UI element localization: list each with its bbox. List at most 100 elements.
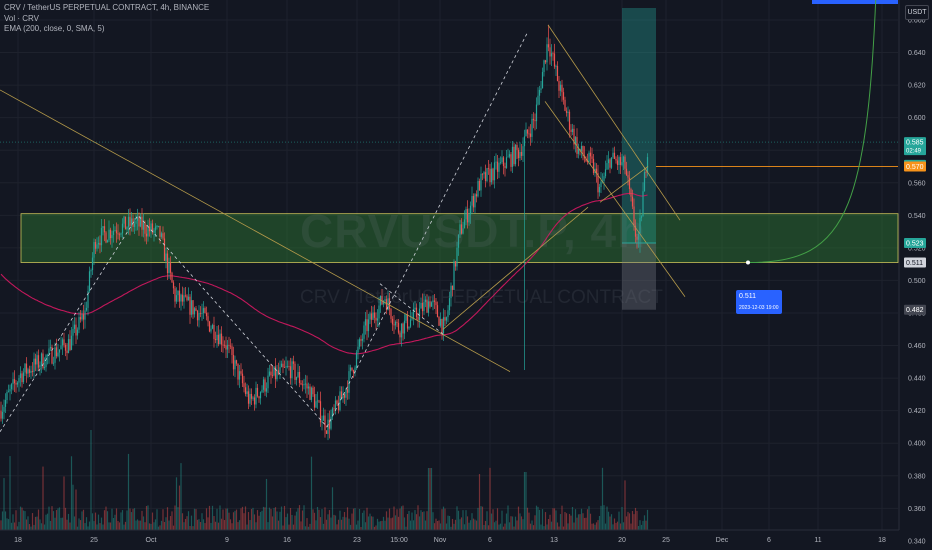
volume-bar [133,508,136,530]
candle-body [427,301,430,313]
volume-bar [445,523,448,530]
volume-bar [396,509,398,530]
candle-body [420,302,422,309]
volume-bar [463,524,466,530]
x-tick-label: Dec [716,537,729,544]
volume-bar [216,508,218,530]
volume-bar [243,513,245,530]
volume-bar [496,508,499,530]
volume-bar [424,520,427,530]
volume-bar [192,526,194,530]
candle-body [457,234,460,248]
volume-bar [378,521,380,530]
candle-body [486,168,488,181]
volume-bar [298,505,301,530]
candle-body [549,47,551,57]
volume-bar [595,522,598,530]
ema-indicator-label[interactable]: EMA (200, close, 0, SMA, 5) [4,24,105,33]
trendline [544,101,686,297]
volume-bar [280,506,283,530]
candle-body [27,369,29,374]
candle-body [250,393,253,399]
volume-bar [604,523,607,530]
volume-bar [135,520,137,530]
volume-bar [252,507,254,530]
volume-bar [517,506,520,530]
volume-bar [255,522,257,530]
volume-bar [472,518,475,530]
candle-body [475,194,478,197]
candle-body [139,216,142,227]
candle-body [169,263,172,273]
candle-body [373,312,376,318]
trendline [442,206,589,330]
candle-body [15,383,17,385]
volume-bar [609,516,611,530]
volume-bar [79,520,82,530]
volume-bar [646,509,649,530]
volume-bar [204,523,206,530]
candle-body [310,387,313,400]
candle-body [525,129,527,137]
x-tick-label: 6 [488,537,492,544]
candle-body [595,168,598,174]
projection-price-date: 2023-12-03 19:00 [739,305,779,311]
candle-body [478,180,481,191]
volume-bar [151,512,154,530]
volume-indicator-label[interactable]: Vol · CRV [4,13,39,23]
volume-bar [534,515,536,530]
candle-body [631,196,634,207]
volume-bar [475,520,478,530]
volume-bar [315,520,317,530]
x-tick-label: 13 [550,537,558,544]
volume-bar [12,514,14,530]
price-axis-panel [899,0,932,550]
volume-bar [277,520,280,530]
volume-bar [115,508,118,530]
candle-body [616,160,619,165]
volume-bar [580,508,583,530]
candle-body [306,383,308,389]
volume-bar [178,485,181,530]
currency-button[interactable]: USDT [905,5,929,20]
candle-body [423,301,425,312]
candle-body [333,408,335,410]
candle-body [450,285,452,299]
volume-bar [262,506,265,530]
candle-body [237,363,239,380]
volume-bar [199,522,202,530]
candle-body [22,372,25,383]
candle-body [75,324,77,336]
candle-body [598,187,601,193]
volume-bar [498,524,500,530]
candle-body [562,92,565,100]
candle-body [529,133,532,137]
volume-bar [366,507,368,530]
candle-body [544,60,547,63]
volume-bar [381,520,383,530]
symbol-title[interactable]: CRV / TetherUS PERPETUAL CONTRACT, 4h, B… [4,3,210,12]
candle-body [561,84,563,93]
volume-bar [247,512,250,530]
candle-body [276,370,278,380]
candle-body [481,173,484,175]
candle-body [325,430,328,434]
volume-bar [153,522,155,530]
projection-price-tag[interactable]: 0.511 2023-12-03 19:00 [736,290,782,314]
y-tick-label: 0.340 [908,538,926,545]
volume-bar [325,519,328,530]
candle-body [316,400,319,402]
candle-body [363,325,365,339]
volume-bar [630,523,632,530]
candle-body [268,371,271,376]
candle-body [177,290,179,296]
candle-body [298,371,301,383]
candle-body [532,118,535,121]
candle-body [493,162,496,181]
candle-body [99,242,101,246]
candle-body [391,318,394,325]
candle-body [21,373,23,383]
candle-body [141,216,143,230]
volume-bar [48,506,50,530]
